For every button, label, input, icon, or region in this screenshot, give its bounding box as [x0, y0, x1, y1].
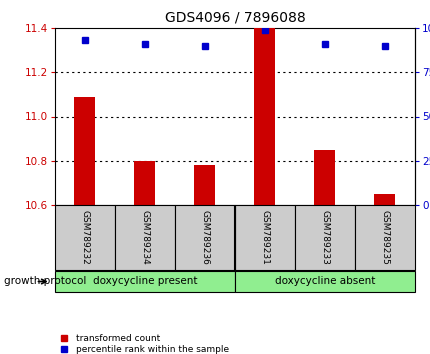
Bar [294, 205, 354, 270]
Bar [374, 194, 395, 205]
Text: GSM789235: GSM789235 [380, 210, 389, 265]
Bar [254, 28, 275, 205]
Bar [115, 205, 175, 270]
Bar [234, 271, 414, 292]
Bar [175, 205, 234, 270]
Text: doxycycline present: doxycycline present [92, 276, 197, 286]
Bar [55, 205, 115, 270]
Text: growth protocol: growth protocol [4, 276, 86, 286]
Title: GDS4096 / 7896088: GDS4096 / 7896088 [164, 10, 305, 24]
Bar [134, 161, 155, 205]
Text: GSM789234: GSM789234 [140, 210, 149, 265]
Bar [74, 97, 95, 205]
Text: GSM789232: GSM789232 [80, 210, 89, 265]
Text: GSM789236: GSM789236 [200, 210, 209, 265]
Bar [194, 165, 215, 205]
Text: GSM789231: GSM789231 [260, 210, 269, 265]
Bar [354, 205, 414, 270]
Legend: transformed count, percentile rank within the sample: transformed count, percentile rank withi… [55, 334, 228, 354]
Bar [234, 205, 294, 270]
Text: GSM789233: GSM789233 [320, 210, 329, 265]
Text: doxycycline absent: doxycycline absent [274, 276, 375, 286]
Bar [314, 150, 335, 205]
Bar [55, 271, 234, 292]
